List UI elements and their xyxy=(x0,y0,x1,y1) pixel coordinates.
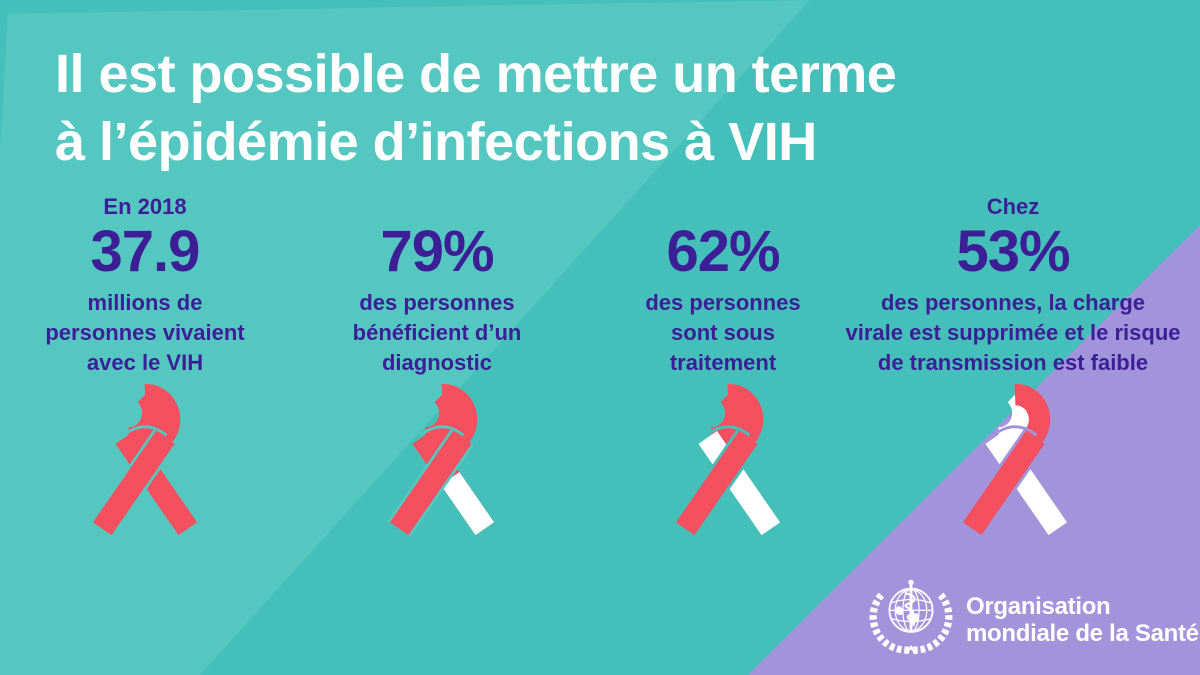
stat-label: En 2018 xyxy=(103,194,187,219)
stat-description-line: personnes vivaient xyxy=(45,320,245,345)
stat-description-line: virale est supprimée et le risque xyxy=(845,320,1181,345)
stat-description-line: millions de xyxy=(87,290,203,315)
stat-description-line: traitement xyxy=(669,350,777,375)
stat-description: millions de personnes vivaient avec le V… xyxy=(30,288,260,378)
stat-description-line: des personnes xyxy=(359,290,515,315)
stat-description-line: sont sous xyxy=(671,320,775,345)
stat-value: 62% xyxy=(666,219,780,284)
stat-description-line: diagnostic xyxy=(381,350,492,375)
stat-value: 37.9 xyxy=(90,219,201,284)
infographic-title: Il est possible de mettre un terme à l’é… xyxy=(55,40,1155,176)
stat-description: des personnes bénéficient d’un diagnosti… xyxy=(322,288,552,378)
title-line-2: à l’épidémie d’infections à VIH xyxy=(55,112,817,172)
stat-value: 79% xyxy=(380,219,494,284)
stat-description: des personnes sont sous traitement xyxy=(608,288,838,378)
stat-column-4: Chez 53% des personnes, la charge virale… xyxy=(823,192,1200,378)
awareness-ribbon-icon xyxy=(960,383,1068,537)
awareness-ribbon-icon xyxy=(673,383,781,537)
stat-label xyxy=(322,192,552,222)
who-wordmark-line-2: mondiale de la Santé xyxy=(966,620,1199,647)
stat-description-line: des personnes xyxy=(645,290,801,315)
who-wordmark: Organisation mondiale de la Santé xyxy=(966,593,1199,647)
stat-column-1: En 2018 37.9 millions de personnes vivai… xyxy=(30,192,260,378)
stat-description-line: avec le VIH xyxy=(86,350,204,375)
stat-description: des personnes, la charge virale est supp… xyxy=(823,288,1200,378)
stat-column-2: 79% des personnes bénéficient d’un diagn… xyxy=(322,192,552,378)
stat-label: Chez xyxy=(986,194,1040,219)
title-line-1: Il est possible de mettre un terme xyxy=(55,44,897,104)
stat-description-line: de transmission est faible xyxy=(877,350,1149,375)
who-emblem-icon xyxy=(869,579,953,655)
who-wordmark-line-1: Organisation xyxy=(966,593,1111,620)
who-logo: Organisation mondiale de la Santé xyxy=(866,568,1199,658)
stat-column-3: 62% des personnes sont sous traitement xyxy=(608,192,838,378)
stat-value: 53% xyxy=(956,219,1070,284)
stat-description-line: des personnes, la charge xyxy=(880,290,1146,315)
awareness-ribbon-icon xyxy=(90,383,198,537)
stat-label xyxy=(608,192,838,222)
stat-description-line: bénéficient d’un xyxy=(352,320,522,345)
awareness-ribbon-icon xyxy=(387,383,495,537)
